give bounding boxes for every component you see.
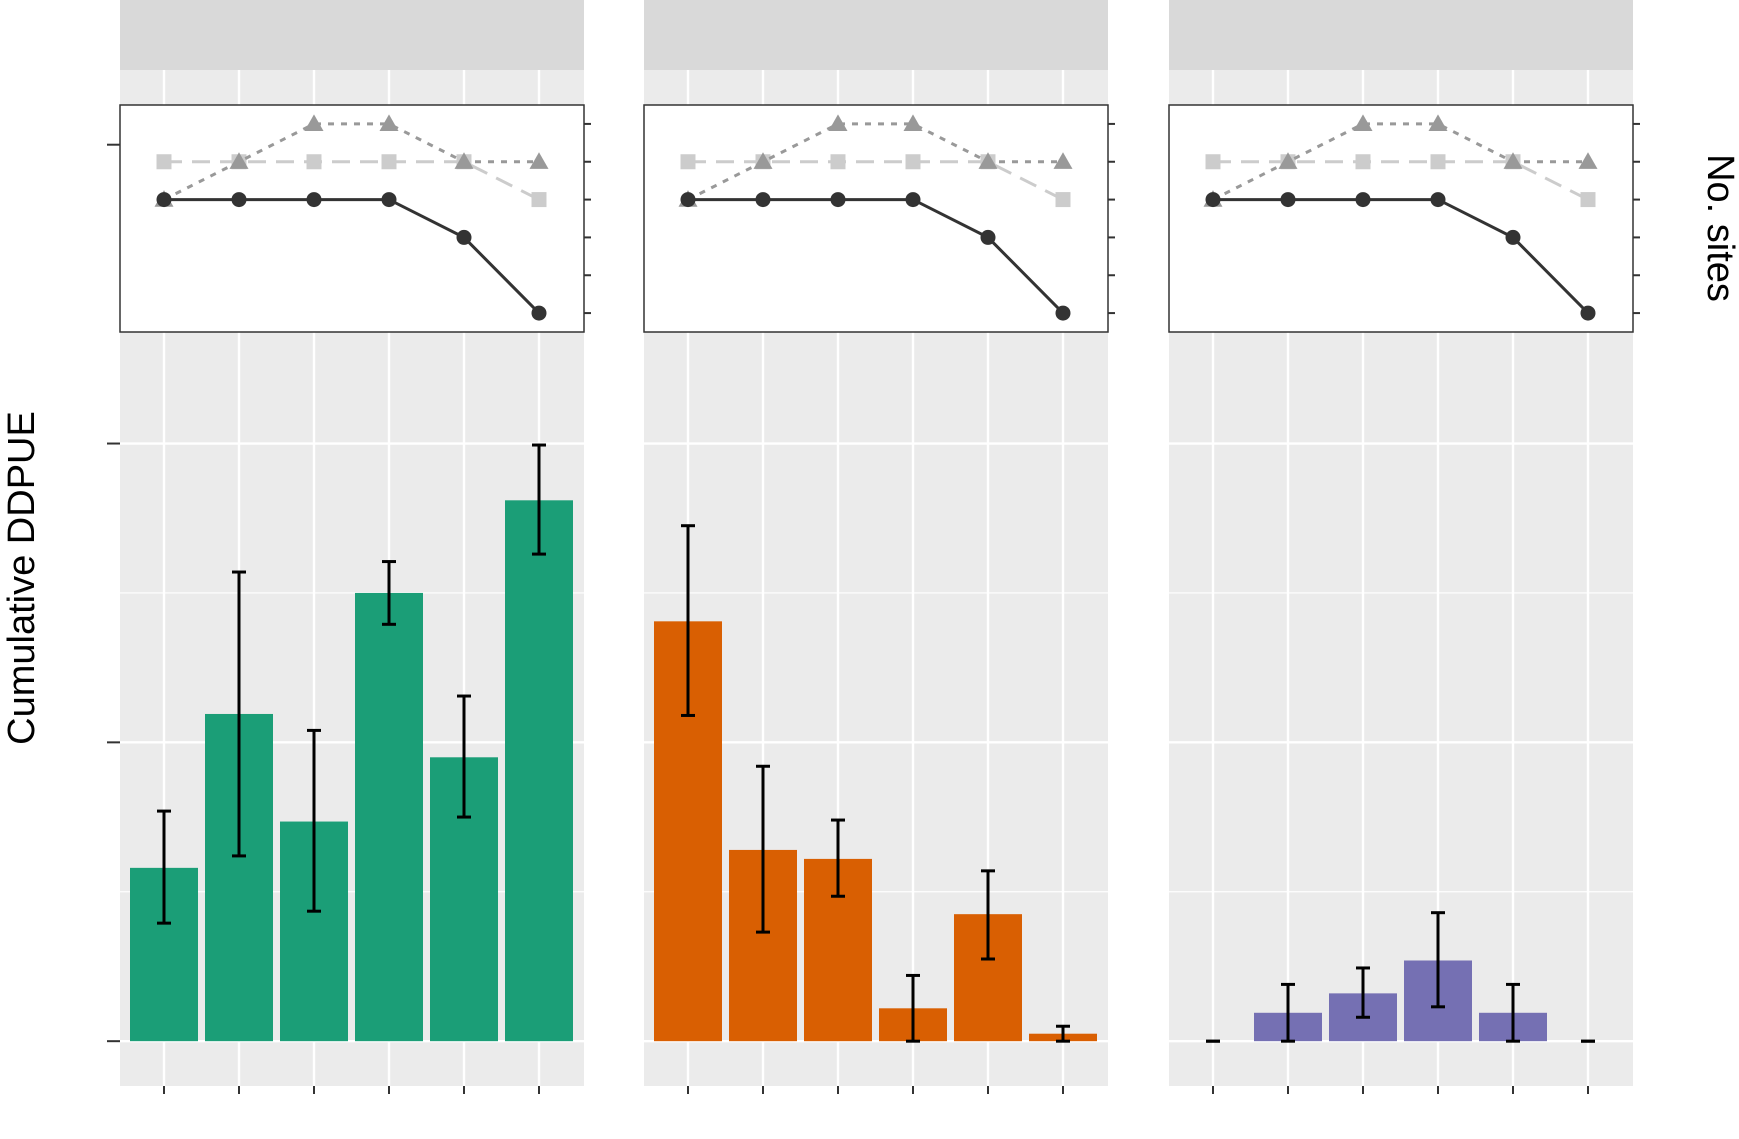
inset-marker-triangles-jan bbox=[828, 114, 848, 132]
inset-series-squares bbox=[156, 154, 547, 208]
inset-marker-circles-dec bbox=[1280, 192, 1296, 208]
inset-marker-circles-nov bbox=[1205, 192, 1221, 208]
error-bar-feb bbox=[906, 973, 920, 1043]
inset-line-circles bbox=[164, 198, 541, 315]
inset-marker-squares-apr bbox=[1580, 192, 1596, 208]
error-bar-jan bbox=[1356, 966, 1370, 1019]
inset-sites-plot bbox=[119, 104, 591, 333]
inset-series-squares bbox=[680, 154, 1071, 208]
error-bar-jan bbox=[307, 728, 321, 913]
inset-series-circles bbox=[680, 192, 1071, 321]
inset-marker-circles-mar bbox=[1505, 229, 1521, 245]
inset-marker-squares-feb bbox=[1430, 154, 1446, 170]
facet-panel-srkw bbox=[643, 0, 1115, 1094]
facet-panel-bkw bbox=[119, 0, 591, 1094]
inset-marker-circles-apr bbox=[1580, 305, 1596, 321]
error-bar-nov bbox=[157, 809, 171, 925]
inset-marker-squares-apr bbox=[1055, 192, 1071, 208]
inset-sites-plot bbox=[643, 104, 1115, 333]
inset-background bbox=[643, 104, 1109, 333]
inset-marker-triangles-feb bbox=[903, 114, 923, 132]
inset-marker-circles-feb bbox=[1430, 192, 1446, 208]
inset-series-circles bbox=[156, 192, 547, 321]
inset-marker-circles-apr bbox=[531, 305, 547, 321]
facet-panels bbox=[107, 0, 1640, 1094]
facet-strip bbox=[1169, 0, 1633, 70]
inset-marker-triangles-apr bbox=[1578, 152, 1598, 169]
inset-marker-circles-jan bbox=[1355, 192, 1371, 208]
inset-marker-circles-mar bbox=[980, 229, 996, 245]
inset-marker-triangles-jan bbox=[304, 114, 324, 132]
inset-series-circles bbox=[1205, 192, 1596, 321]
inset-marker-triangles-apr bbox=[529, 152, 549, 169]
error-bar-jan bbox=[831, 818, 845, 898]
error-bar-mar bbox=[457, 694, 471, 819]
inset-line-circles bbox=[1213, 198, 1590, 315]
inset-background bbox=[1168, 104, 1634, 333]
inset-marker-circles-apr bbox=[1055, 305, 1071, 321]
inset-marker-circles-dec bbox=[755, 192, 771, 208]
inset-marker-triangles-mar bbox=[454, 152, 474, 169]
inset-marker-triangles-apr bbox=[1053, 152, 1073, 169]
inset-marker-circles-jan bbox=[306, 192, 322, 208]
inset-background bbox=[119, 104, 585, 333]
error-bar-mar bbox=[1506, 982, 1520, 1043]
error-bar-apr bbox=[1056, 1024, 1070, 1043]
facet-panel-nrkw bbox=[1168, 0, 1640, 1094]
facet-strip bbox=[120, 0, 584, 70]
error-bar-nov bbox=[681, 524, 695, 717]
inset-marker-circles-jan bbox=[830, 192, 846, 208]
inset-marker-circles-feb bbox=[381, 192, 397, 208]
inset-line-squares bbox=[164, 160, 540, 201]
error-bar-dec bbox=[232, 570, 246, 858]
inset-marker-triangles-jan bbox=[1353, 114, 1373, 132]
inset-marker-circles-mar bbox=[456, 229, 472, 245]
error-bar-feb bbox=[1431, 911, 1445, 1009]
inset-marker-circles-nov bbox=[680, 192, 696, 208]
bar-apr bbox=[505, 500, 573, 1042]
inset-marker-squares-apr bbox=[531, 192, 547, 208]
inset-marker-triangles-feb bbox=[379, 114, 399, 132]
inset-line-triangles bbox=[687, 122, 1063, 201]
y-axis-title: Cumulative DDPUE bbox=[1, 411, 43, 745]
error-bar-apr bbox=[532, 443, 546, 556]
error-bar-feb bbox=[382, 560, 396, 626]
inset-marker-squares-jan bbox=[306, 154, 322, 170]
inset-line-squares bbox=[688, 160, 1064, 201]
inset-marker-circles-feb bbox=[905, 192, 921, 208]
inset-marker-triangles-feb bbox=[1428, 114, 1448, 132]
inset-marker-circles-dec bbox=[231, 192, 247, 208]
inset-line-triangles bbox=[163, 122, 539, 201]
inset-sites-plot bbox=[1168, 104, 1640, 333]
inset-marker-squares-feb bbox=[905, 154, 921, 170]
inset-marker-triangles-dec bbox=[753, 152, 773, 169]
inset-marker-squares-nov bbox=[156, 154, 172, 170]
inset-marker-squares-jan bbox=[1355, 154, 1371, 170]
inset-line-triangles bbox=[1212, 122, 1588, 201]
error-bar-mar bbox=[981, 869, 995, 961]
facet-strip bbox=[644, 0, 1108, 70]
inset-line-squares bbox=[1213, 160, 1589, 201]
inset-marker-squares-feb bbox=[381, 154, 397, 170]
inset-y-axis-title: No. sites bbox=[1699, 154, 1739, 302]
inset-marker-triangles-mar bbox=[1503, 152, 1523, 169]
inset-marker-triangles-mar bbox=[978, 152, 998, 169]
inset-marker-squares-nov bbox=[680, 154, 696, 170]
inset-line-circles bbox=[688, 198, 1065, 315]
error-bar-dec bbox=[1281, 982, 1295, 1043]
inset-marker-squares-nov bbox=[1205, 154, 1221, 170]
inset-marker-squares-jan bbox=[830, 154, 846, 170]
inset-marker-triangles-dec bbox=[1278, 152, 1298, 169]
inset-marker-triangles-dec bbox=[229, 152, 249, 169]
inset-marker-circles-nov bbox=[156, 192, 172, 208]
bar-feb bbox=[355, 592, 423, 1042]
error-bar-dec bbox=[756, 764, 770, 934]
